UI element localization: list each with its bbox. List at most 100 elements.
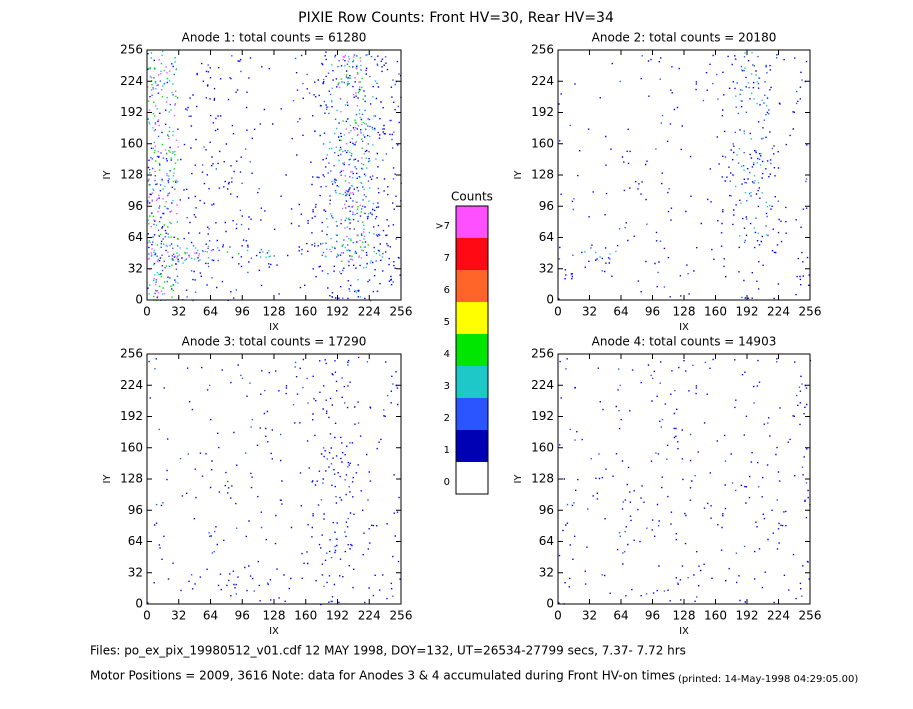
x-tick-label: 128 xyxy=(263,305,286,319)
colorbar-label: 3 xyxy=(444,381,450,392)
x-axis-label: IX xyxy=(679,322,689,333)
y-tick-label: 224 xyxy=(120,74,143,88)
x-tick-label: 96 xyxy=(645,609,660,623)
y-tick-label: 64 xyxy=(128,230,143,244)
y-tick-label: 192 xyxy=(531,105,554,119)
y-axis-label: IY xyxy=(513,474,524,484)
colorbar-swatch xyxy=(456,334,488,366)
heatmap-texture xyxy=(147,54,366,298)
y-axis-label: IY xyxy=(102,170,113,180)
x-tick-label: 0 xyxy=(143,609,151,623)
x-tick-label: 224 xyxy=(358,305,381,319)
x-tick-label: 160 xyxy=(704,609,727,623)
colorbar-label: 5 xyxy=(444,317,450,328)
x-tick-label: 96 xyxy=(235,609,250,623)
y-tick-label: 160 xyxy=(531,136,554,150)
y-tick-label: 160 xyxy=(120,136,143,150)
y-tick-label: 256 xyxy=(531,43,554,57)
colorbar-frame xyxy=(455,205,489,495)
colorbar-swatch xyxy=(456,430,488,462)
y-tick-label: 128 xyxy=(120,472,143,486)
x-tick-label: 32 xyxy=(171,609,186,623)
x-axis-label: IX xyxy=(269,322,279,333)
colorbar-swatch xyxy=(456,238,488,270)
colorbar-label: 0 xyxy=(444,477,450,488)
footer-files: Files: po_ex_pix_19980512_v01.cdf 12 MAY… xyxy=(90,644,686,658)
plot-frame xyxy=(146,49,402,301)
x-tick-label: 192 xyxy=(736,609,759,623)
colorbar-label: 1 xyxy=(444,445,450,456)
panel-title: Anode 3: total counts = 17290 xyxy=(182,335,367,349)
x-tick-label: 96 xyxy=(235,305,250,319)
y-tick-label: 0 xyxy=(135,597,143,611)
heatmap-texture xyxy=(584,51,771,258)
heatmap-texture xyxy=(147,52,369,302)
colorbar-swatch xyxy=(456,366,488,398)
panel-title: Anode 4: total counts = 14903 xyxy=(592,335,777,349)
heatmap-texture xyxy=(147,54,400,302)
footer-printed: (printed: 14-May-1998 04:29:05.00) xyxy=(678,674,858,685)
colorbar-title: Counts xyxy=(451,190,493,204)
x-tick-label: 0 xyxy=(554,609,562,623)
x-tick-label: 96 xyxy=(645,305,660,319)
x-tick-label: 160 xyxy=(704,305,727,319)
x-tick-label: 256 xyxy=(799,609,822,623)
x-tick-label: 256 xyxy=(390,609,413,623)
x-tick-label: 64 xyxy=(203,305,218,319)
y-tick-label: 128 xyxy=(531,472,554,486)
heatmap-texture xyxy=(558,358,812,605)
y-tick-label: 0 xyxy=(546,293,554,307)
x-tick-label: 192 xyxy=(736,305,759,319)
colorbar-swatch xyxy=(456,398,488,430)
heatmap-texture xyxy=(147,51,402,302)
panel-title: Anode 2: total counts = 20180 xyxy=(592,31,777,45)
y-tick-label: 96 xyxy=(539,199,554,213)
figure-title: PIXIE Row Counts: Front HV=30, Rear HV=3… xyxy=(298,10,614,26)
x-tick-label: 256 xyxy=(390,305,413,319)
y-tick-label: 224 xyxy=(531,74,554,88)
colorbar-label: 4 xyxy=(444,349,450,360)
x-tick-label: 32 xyxy=(171,305,186,319)
heatmap-texture xyxy=(565,361,808,598)
y-tick-label: 96 xyxy=(128,199,143,213)
y-tick-label: 64 xyxy=(539,534,554,548)
x-axis-label: IX xyxy=(679,626,689,637)
y-tick-label: 192 xyxy=(120,105,143,119)
panel-title: Anode 1: total counts = 61280 xyxy=(182,31,367,45)
x-tick-label: 160 xyxy=(294,305,317,319)
x-tick-label: 32 xyxy=(582,609,597,623)
plot-frame xyxy=(146,353,402,605)
y-tick-label: 96 xyxy=(128,503,143,517)
y-tick-label: 256 xyxy=(531,347,554,361)
y-tick-label: 160 xyxy=(120,440,143,454)
colorbar-swatch xyxy=(456,302,488,334)
heatmap-texture xyxy=(558,54,810,300)
y-axis-label: IY xyxy=(102,474,113,484)
y-tick-label: 128 xyxy=(531,168,554,182)
y-tick-label: 0 xyxy=(546,597,554,611)
x-tick-label: 128 xyxy=(673,305,696,319)
y-tick-label: 224 xyxy=(120,378,143,392)
colorbar-swatch xyxy=(456,270,488,302)
x-tick-label: 64 xyxy=(203,609,218,623)
y-tick-label: 64 xyxy=(128,534,143,548)
y-tick-label: 256 xyxy=(120,43,143,57)
heatmap-texture xyxy=(147,50,384,301)
heatmap-texture xyxy=(147,356,401,606)
plot-frame xyxy=(557,49,811,301)
colorbar-label: 6 xyxy=(444,285,450,296)
colorbar-swatch xyxy=(456,462,488,494)
y-tick-label: 192 xyxy=(531,409,554,423)
y-tick-label: 32 xyxy=(128,565,143,579)
x-tick-label: 0 xyxy=(143,305,151,319)
x-tick-label: 128 xyxy=(673,609,696,623)
y-tick-label: 32 xyxy=(128,261,143,275)
x-axis-label: IX xyxy=(269,626,279,637)
y-tick-label: 32 xyxy=(539,565,554,579)
heatmap-texture xyxy=(154,361,394,603)
y-tick-label: 160 xyxy=(531,440,554,454)
colorbar-label: 2 xyxy=(444,413,450,424)
x-tick-label: 192 xyxy=(326,609,349,623)
colorbar-label: 7 xyxy=(444,253,450,264)
